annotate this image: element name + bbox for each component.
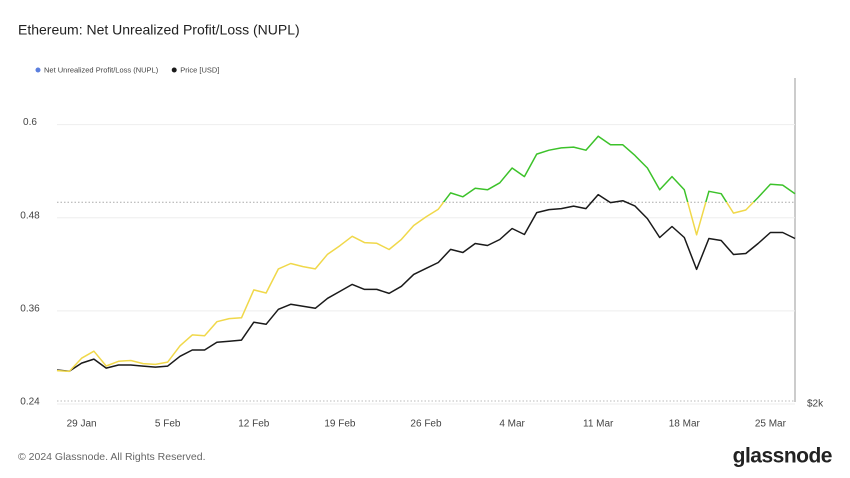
y2-tick-label: $2k	[807, 399, 824, 410]
legend-label: Price [USD]	[180, 65, 219, 74]
legend-swatch	[35, 67, 41, 73]
y-tick-label: 0.48	[20, 210, 40, 221]
x-tick-label: 29 Jan	[67, 419, 97, 430]
legend-swatch	[171, 67, 177, 73]
x-tick-label: 4 Mar	[499, 419, 525, 430]
footer: © 2024 Glassnode. All Rights Reserved.	[18, 451, 206, 463]
legend-label: Net Unrealized Profit/Loss (NUPL)	[44, 65, 159, 74]
y-tick-label: 0.36	[20, 303, 40, 314]
x-tick-label: 5 Feb	[155, 419, 181, 430]
y-tick-label: 0.24	[20, 397, 40, 408]
chart-title: Ethereum: Net Unrealized Profit/Loss (NU…	[18, 22, 300, 38]
brand-logo: glassnode	[733, 445, 832, 468]
x-tick-label: 25 Mar	[755, 419, 787, 430]
x-tick-label: 11 Mar	[583, 419, 614, 430]
x-tick-label: 26 Feb	[410, 419, 442, 430]
x-tick-label: 12 Feb	[238, 419, 270, 430]
series-line	[56, 193, 796, 372]
y-tick-label: 0.6	[23, 117, 37, 128]
series-line	[56, 135, 796, 373]
x-tick-label: 19 Feb	[324, 419, 356, 430]
x-tick-label: 18 Mar	[669, 419, 701, 430]
